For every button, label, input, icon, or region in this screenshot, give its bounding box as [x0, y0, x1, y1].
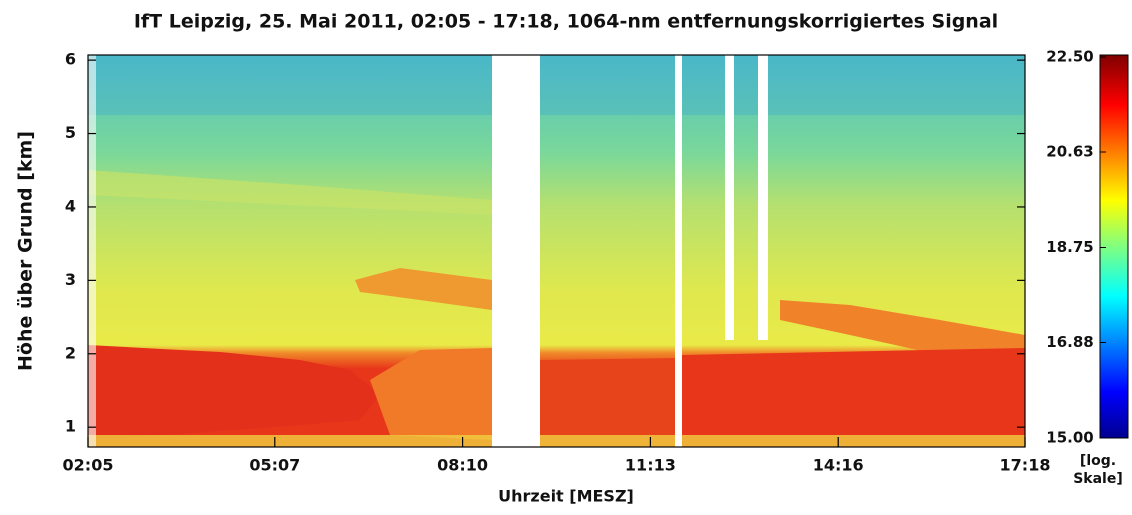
y-tick-label: 6 — [65, 50, 76, 69]
y-tick-label: 5 — [65, 123, 76, 142]
y-tick-label: 1 — [65, 417, 76, 436]
y-axis-label: Höhe über Grund [km] — [15, 131, 37, 371]
colorbar-tick-label: 15.00 — [1046, 429, 1093, 447]
x-tick-label: 14:16 — [813, 456, 864, 475]
colorbar — [1099, 54, 1129, 439]
x-tick-label: 17:18 — [1000, 456, 1051, 475]
colorbar-label: [log. — [1080, 453, 1116, 469]
x-tick-label: 08:10 — [437, 456, 488, 475]
x-axis-label: Uhrzeit [MESZ] — [498, 487, 634, 506]
colorbar-tick-label: 16.88 — [1046, 333, 1093, 351]
chart-title: IfT Leipzig, 25. Mai 2011, 02:05 - 17:18… — [134, 11, 998, 33]
y-tick-label: 3 — [65, 270, 76, 289]
x-tick-label: 11:13 — [625, 456, 676, 475]
colorbar-label: Skale] — [1073, 471, 1123, 487]
colorbar-tick-label: 22.50 — [1046, 48, 1093, 66]
colorbar-tick-label: 20.63 — [1046, 142, 1093, 160]
plot-frame — [87, 54, 1026, 448]
colorbar-tick-label: 18.75 — [1046, 238, 1093, 256]
x-tick-label: 05:07 — [249, 456, 300, 475]
y-tick-label: 4 — [65, 196, 76, 215]
y-tick-label: 2 — [65, 343, 76, 362]
x-tick-label: 02:05 — [63, 456, 114, 475]
signal-field — [88, 55, 1025, 447]
